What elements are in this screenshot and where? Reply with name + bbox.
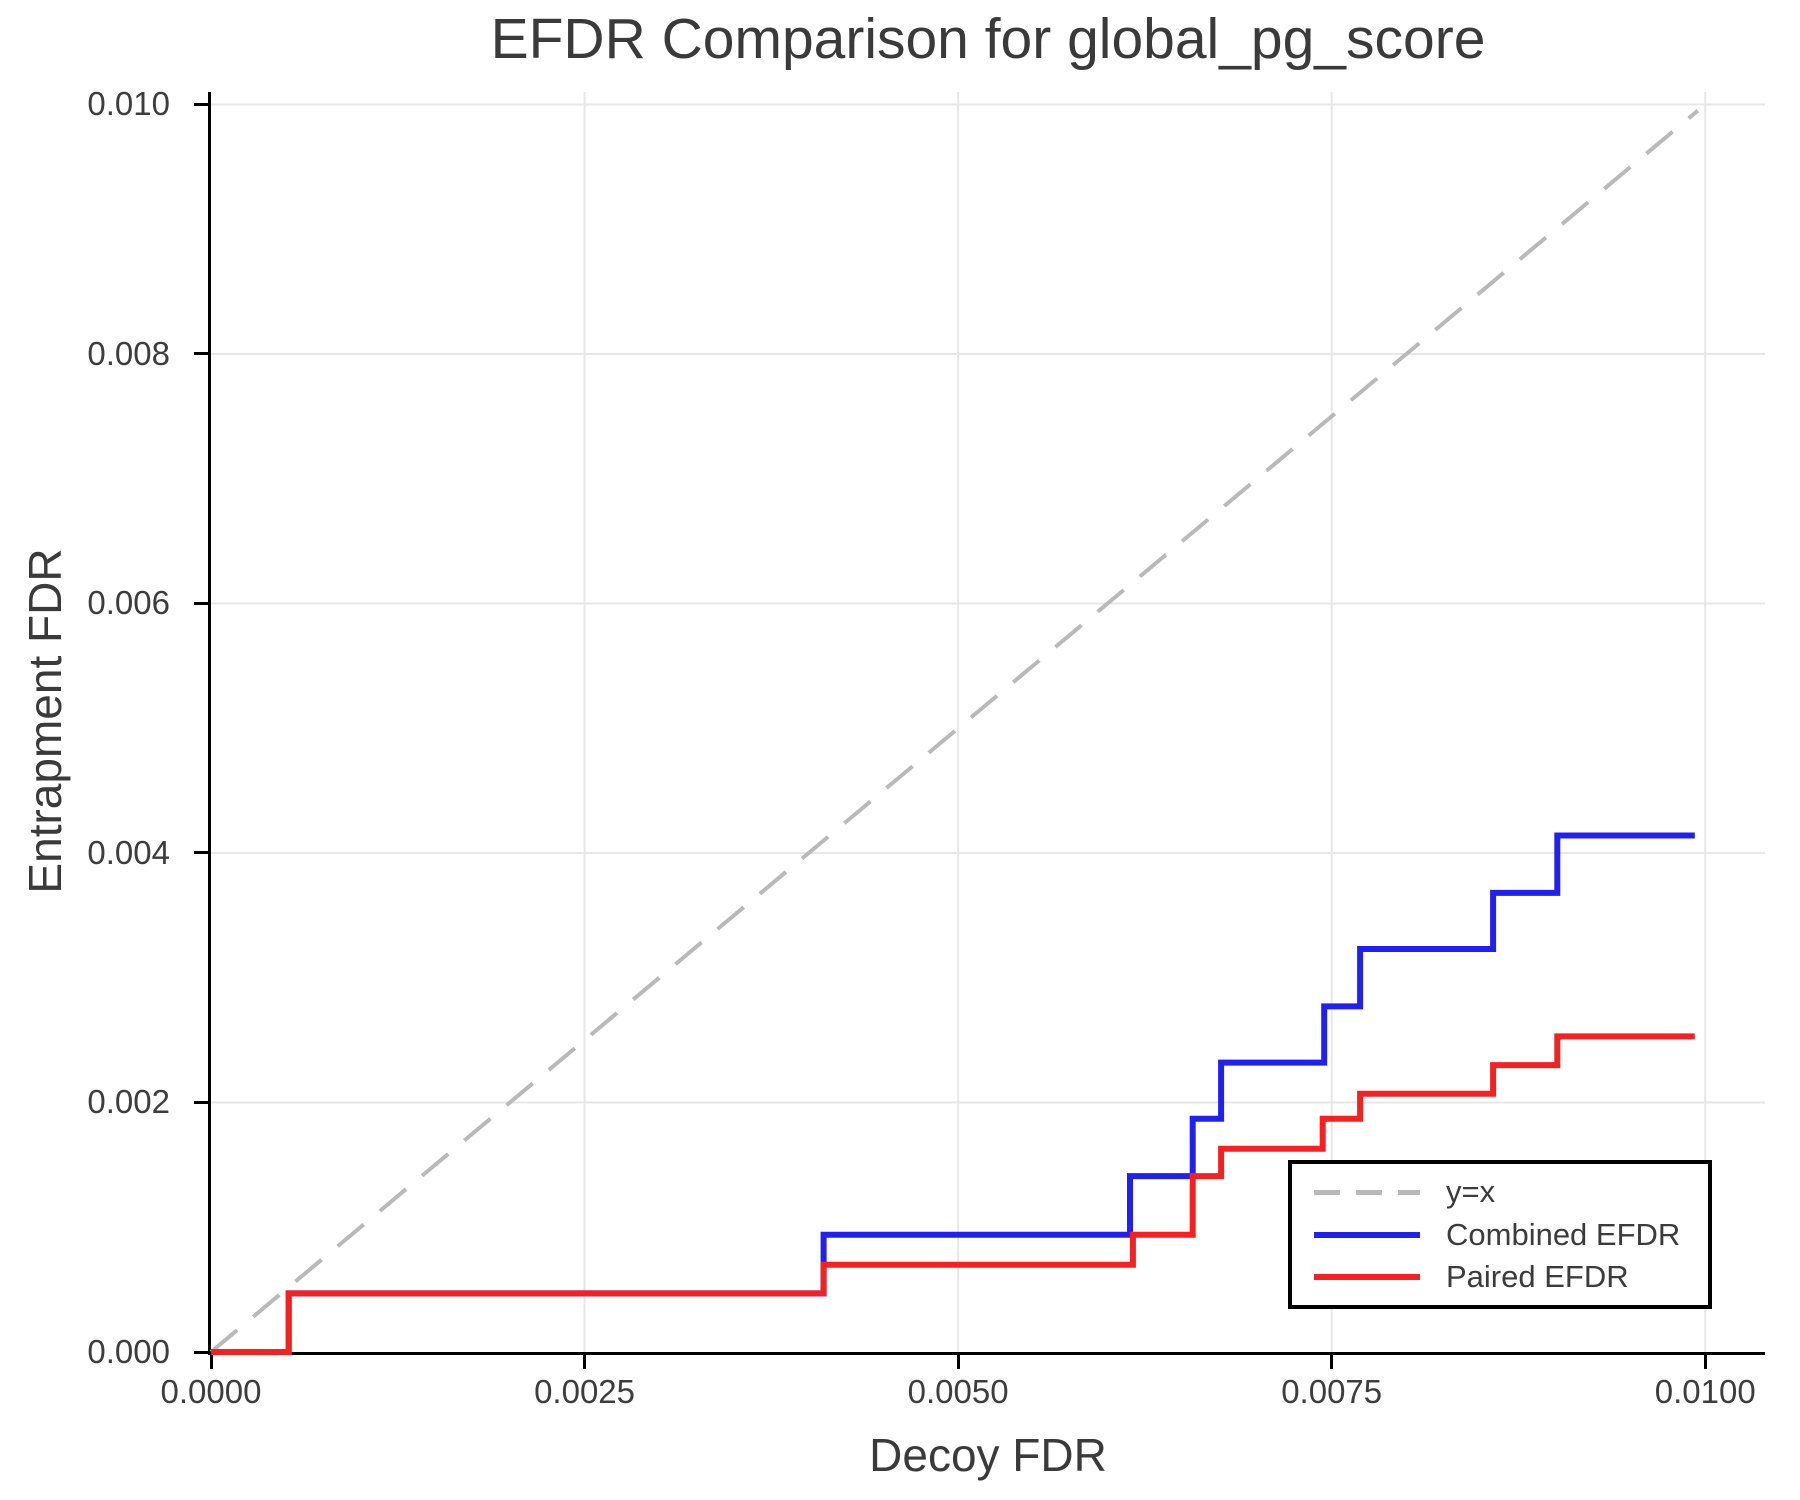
y-tick-label: 0.002 bbox=[87, 1083, 170, 1121]
legend-item-combined-efdr: Combined EFDR bbox=[1314, 1217, 1698, 1253]
y-tick-label: 0.004 bbox=[87, 833, 170, 871]
legend: y=x Combined EFDR Paired EFDR bbox=[1288, 1160, 1712, 1309]
legend-label: Paired EFDR bbox=[1446, 1258, 1629, 1294]
x-tick-mark bbox=[956, 1355, 960, 1369]
plot-area bbox=[208, 92, 1765, 1355]
paired-efdr-line-sample bbox=[1314, 1273, 1420, 1280]
chart-title: EFDR Comparison for global_pg_score bbox=[490, 7, 1486, 71]
y-tick-label: 0.010 bbox=[87, 85, 170, 123]
y-tick-mark bbox=[194, 601, 208, 605]
series-y-x bbox=[209, 109, 1700, 1354]
series-paired-efdr bbox=[211, 1033, 1695, 1355]
x-tick-mark bbox=[209, 1355, 213, 1369]
x-tick-mark bbox=[1330, 1355, 1334, 1369]
y-tick-mark bbox=[194, 851, 208, 855]
x-tick-label: 0.0075 bbox=[1281, 1373, 1383, 1410]
x-tick-label: 0.0050 bbox=[907, 1373, 1009, 1410]
y-tick-label: 0.000 bbox=[87, 1333, 170, 1370]
legend-label: y=x bbox=[1446, 1174, 1496, 1210]
x-tick-mark bbox=[1703, 1355, 1707, 1369]
legend-item-identity: y=x bbox=[1314, 1174, 1698, 1210]
legend-label: Combined EFDR bbox=[1446, 1216, 1681, 1252]
x-tick-label: 0.0000 bbox=[160, 1373, 262, 1410]
y-tick-label: 0.008 bbox=[87, 334, 170, 372]
identity-line-sample bbox=[1314, 1189, 1420, 1195]
x-tick-mark bbox=[583, 1355, 587, 1369]
x-tick-label: 0.0025 bbox=[534, 1373, 636, 1410]
x-axis-title: Decoy FDR bbox=[869, 1429, 1107, 1481]
y-tick-mark bbox=[194, 102, 208, 106]
legend-item-paired-efdr: Paired EFDR bbox=[1314, 1259, 1698, 1295]
x-tick-label: 0.0100 bbox=[1654, 1373, 1756, 1410]
y-tick-mark bbox=[194, 352, 208, 356]
combined-efdr-line-sample bbox=[1314, 1231, 1420, 1238]
plot-svg bbox=[209, 92, 1765, 1355]
y-tick-mark bbox=[194, 1100, 208, 1104]
y-tick-mark bbox=[194, 1350, 208, 1354]
y-tick-label: 0.006 bbox=[87, 584, 170, 622]
